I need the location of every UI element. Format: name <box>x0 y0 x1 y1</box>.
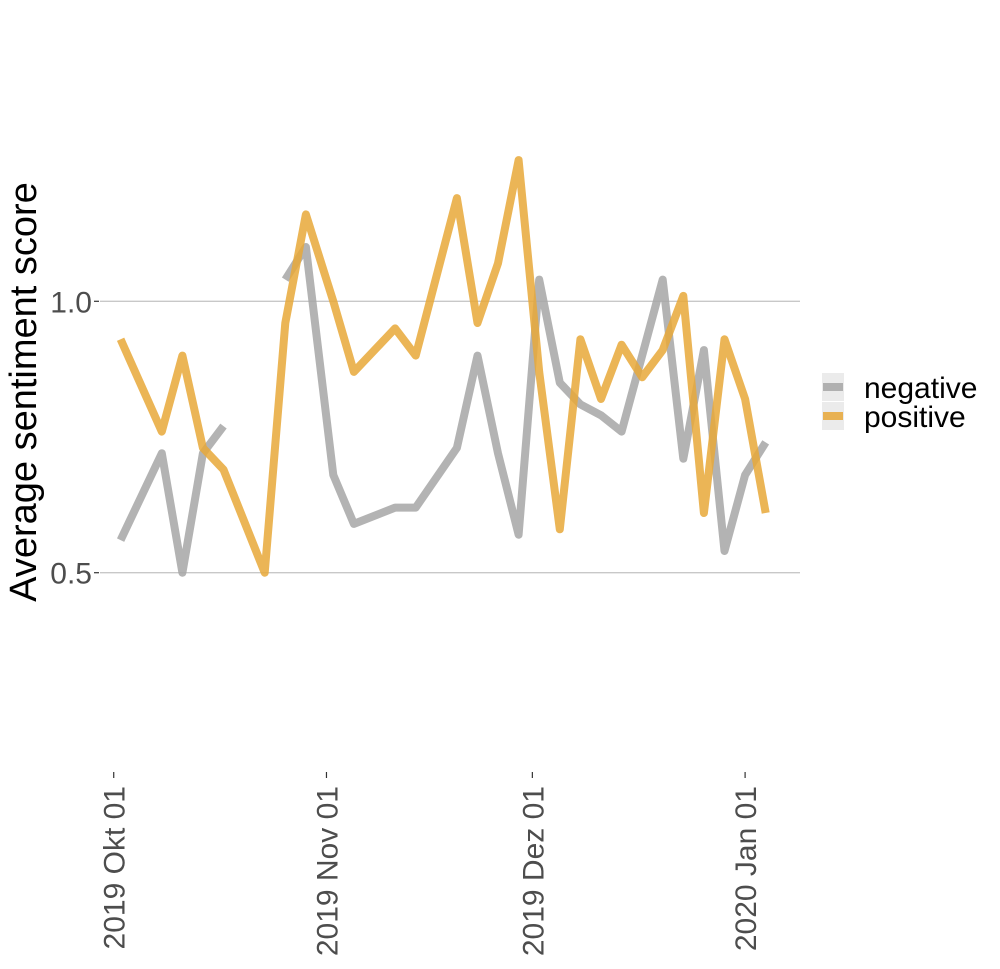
series-negative <box>116 243 770 577</box>
y-axis-title: Average sentiment score <box>3 182 45 602</box>
legend-label-positive: positive <box>864 401 966 434</box>
plot-series <box>116 156 770 577</box>
series-line-negative <box>116 423 227 577</box>
series-line-negative <box>281 243 770 555</box>
x-tick-label: 2019 Okt 01 <box>99 786 132 949</box>
x-tick-label: 2019 Nov 01 <box>311 786 344 956</box>
series-positive <box>116 156 770 577</box>
x-axis: 2019 Okt 01 2019 Nov 01 2019 Dez 01 2020 Ja… <box>99 772 763 956</box>
series-line-positive <box>116 156 770 577</box>
y-axis: 0.5 1.0 <box>50 286 99 591</box>
x-tick-label: 2020 Jan 01 <box>730 786 763 951</box>
x-tick-label: 2019 Dez 01 <box>517 786 550 956</box>
legend-label-negative: negative <box>864 372 977 405</box>
y-tick-label: 0.5 <box>50 558 92 591</box>
y-tick-label: 1.0 <box>50 286 92 319</box>
